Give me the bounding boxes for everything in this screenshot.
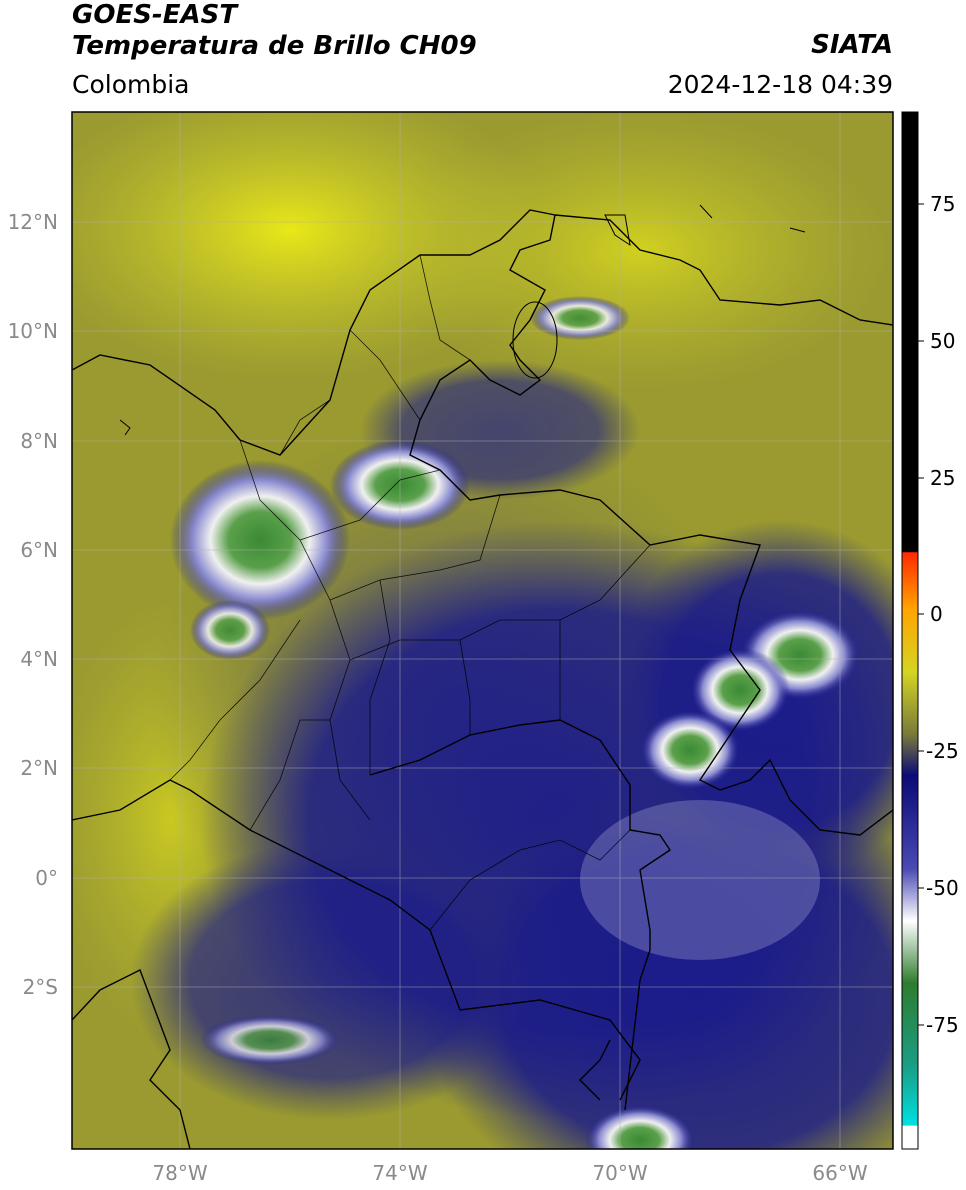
colorbar-tick-label: 75 (930, 192, 955, 216)
lat-tick-label: 0° (35, 866, 58, 890)
colorbar-tick-label: 25 (930, 466, 955, 490)
graticule (72, 112, 893, 1149)
lat-tick-label: 2°S (23, 975, 58, 999)
lat-tick-label: 2°N (20, 756, 58, 780)
latitude-labels: 12°N 10°N 8°N 6°N 4°N 2°N 0° 2°S (8, 210, 58, 999)
colorbar-tick-label: -75 (926, 1013, 959, 1037)
lat-tick-label: 8°N (20, 429, 58, 453)
colorbar-tick-label: -25 (926, 739, 959, 763)
colorbar-tick-label: 0 (930, 602, 943, 626)
satellite-title: GOES-EAST (72, 0, 238, 30)
product-title: Temperatura de Brillo CH09 (72, 31, 477, 61)
organization-label: SIATA (811, 30, 893, 60)
colorbar-tick-label: 50 (930, 329, 955, 353)
lon-tick-label: 70°W (592, 1161, 647, 1185)
region-label: Colombia (72, 70, 190, 99)
lat-tick-label: 4°N (20, 647, 58, 671)
lon-tick-label: 74°W (372, 1161, 427, 1185)
timestamp-label: 2024-12-18 04:39 (667, 70, 893, 99)
satellite-map (72, 112, 893, 1149)
lat-tick-label: 12°N (8, 210, 58, 234)
colorbar: 75 50 25 0 -25 -50 -75 (901, 111, 959, 1150)
lat-tick-label: 6°N (20, 538, 58, 562)
lat-tick-label: 10°N (8, 319, 58, 343)
colorbar-tick-label: -50 (926, 876, 959, 900)
longitude-labels: 78°W 74°W 70°W 66°W (152, 1161, 867, 1185)
map-frame (71, 111, 894, 1150)
lon-tick-label: 78°W (152, 1161, 207, 1185)
lon-tick-label: 66°W (812, 1161, 867, 1185)
department-borders (169, 254, 651, 931)
coastline-islands (119, 204, 806, 436)
